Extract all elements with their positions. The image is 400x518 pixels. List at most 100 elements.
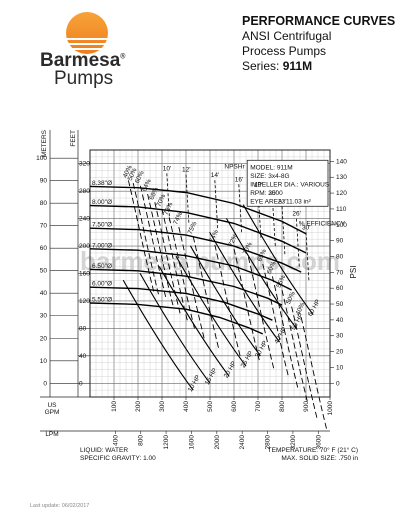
info-box <box>246 159 329 207</box>
psi-tick-label: 110 <box>336 206 347 213</box>
efficiency-label: 70% <box>155 193 167 208</box>
horsepower-line <box>209 231 281 343</box>
subtitle-2: Process Pumps <box>242 44 327 58</box>
lpm-tick-label: 400 <box>112 435 119 446</box>
efficiency-label: 60% <box>266 260 278 275</box>
npshr-line <box>257 189 262 240</box>
impeller-label: 7.00"Ø <box>92 242 112 249</box>
gravity-note: SPECIFIC GRAVITY: 1.00 <box>80 455 156 462</box>
efficiency-label: 55% <box>275 274 287 289</box>
series-value: 911M <box>282 59 313 73</box>
efficiency-contour <box>214 244 242 359</box>
feet-tick-label: 320 <box>79 161 90 168</box>
logo-stripe <box>64 43 110 45</box>
efficiency-contour <box>168 217 196 332</box>
efficiency-contour <box>300 317 328 432</box>
impeller-curve <box>89 185 307 235</box>
psi-tick-label: 40 <box>336 317 344 324</box>
efficiency-contour <box>281 289 309 405</box>
horsepower-label: 50 HP <box>290 312 305 331</box>
horsepower-line <box>158 266 230 377</box>
efficiency-contour <box>147 193 175 309</box>
npshr-label: 18' <box>254 182 262 189</box>
lpm-tick-label: 2000 <box>214 435 221 450</box>
temperature-note: TEMPERATURE: 70° F (21° C) <box>268 446 358 454</box>
psi-tick-label: 100 <box>336 222 347 229</box>
horsepower-line <box>175 255 247 367</box>
impeller-curve <box>89 204 307 254</box>
npshr-label: 10' <box>163 165 171 172</box>
npshr-label: 16' <box>235 176 243 183</box>
brand-name: Barmesa® <box>40 50 125 72</box>
chart-grid: barmesa pumps.com <box>80 149 340 398</box>
gpm-tick-label: 600 <box>231 401 238 412</box>
impeller-label: 6.50"Ø <box>92 263 112 270</box>
lpm-tick-label: 1200 <box>163 435 170 450</box>
plot-frame <box>89 149 331 398</box>
gpm-tick-label: 400 <box>183 401 190 412</box>
meters-tick-label: 70 <box>40 223 48 230</box>
impeller-curve <box>89 227 302 273</box>
psi-tick-label: 30 <box>336 333 344 340</box>
meters-tick-label: 20 <box>40 335 48 342</box>
meters-tick-label: 80 <box>40 200 48 207</box>
gpm-tick-label: 700 <box>255 401 262 412</box>
psi-tick-label: 20 <box>336 349 344 356</box>
psi-axis-label: PSI <box>349 266 358 279</box>
horsepower-label: 25 HP <box>240 350 255 369</box>
feet-tick-label: 120 <box>79 298 90 305</box>
impeller-label: 8.00"Ø <box>92 199 112 206</box>
gpm-tick-label: 900 <box>303 401 310 412</box>
npshr-line <box>305 232 310 283</box>
horsepower-line <box>242 204 314 315</box>
horsepower-line <box>139 273 211 384</box>
horsepower-line <box>225 218 297 329</box>
lpm-tick-label: 3600 <box>315 435 322 450</box>
horsepower-label: 40 HP <box>273 326 288 345</box>
psi-tick-label: 140 <box>336 158 347 165</box>
npshr-line <box>296 218 300 269</box>
efficiency-label: 40% <box>122 164 134 179</box>
gpm-label: GPM <box>45 409 60 416</box>
efficiency-label: 75% <box>187 220 199 235</box>
efficiency-label: 72% <box>163 201 175 216</box>
efficiency-contour <box>271 276 299 391</box>
sun-logo-icon <box>66 12 108 54</box>
psi-tick-label: 130 <box>336 174 347 181</box>
impeller-label: 6.00"Ø <box>92 281 112 288</box>
feet-tick-label: 0 <box>79 380 83 387</box>
lpm-tick-label: 3200 <box>290 435 297 450</box>
efficiency-contour <box>291 306 319 421</box>
feet-axis-label: FEET <box>70 130 77 147</box>
info-box-line: SIZE: 3x4-8G <box>250 173 289 180</box>
meters-tick-label: 100 <box>36 155 47 162</box>
header-block: PERFORMANCE CURVES ANSI Centrifugal Proc… <box>242 14 395 74</box>
psi-tick-label: 10 <box>336 364 344 371</box>
us-label: US <box>47 402 57 409</box>
npshr-label: 30' <box>302 224 310 231</box>
feet-tick-label: 40 <box>79 353 87 360</box>
efficiency-label: 50% <box>127 167 139 182</box>
npshr-title: NPSHr <box>224 164 245 171</box>
lpm-tick-label: 2800 <box>265 435 272 450</box>
horsepower-label: 10 HP <box>187 374 202 393</box>
npshr-line <box>272 198 276 249</box>
efficiency-label: 64% <box>141 178 153 193</box>
psi-tick-label: 90 <box>336 238 344 245</box>
psi-tick-label: 70 <box>336 269 344 276</box>
gpm-tick-label: 1000 <box>327 401 334 416</box>
efficiency-label: 65% <box>256 248 268 263</box>
efficiency-contour <box>178 226 206 342</box>
impeller-label: 5.50"Ø <box>92 297 112 304</box>
lpm-axis-label: LPM <box>45 431 58 438</box>
feet-tick-label: 200 <box>79 243 90 250</box>
watermark-text: barmesa pumps.com <box>80 246 340 276</box>
gpm-tick-label: 300 <box>159 401 166 412</box>
meters-axis-label: METERS <box>41 129 48 157</box>
efficiency-contour <box>132 182 160 298</box>
efficiency-contour <box>127 180 155 295</box>
npshr-label: 26' <box>292 211 300 218</box>
efficiency-label: 72% <box>227 233 239 248</box>
meters-tick-label: 90 <box>40 178 48 185</box>
horsepower-label: 15 HP <box>204 367 219 386</box>
